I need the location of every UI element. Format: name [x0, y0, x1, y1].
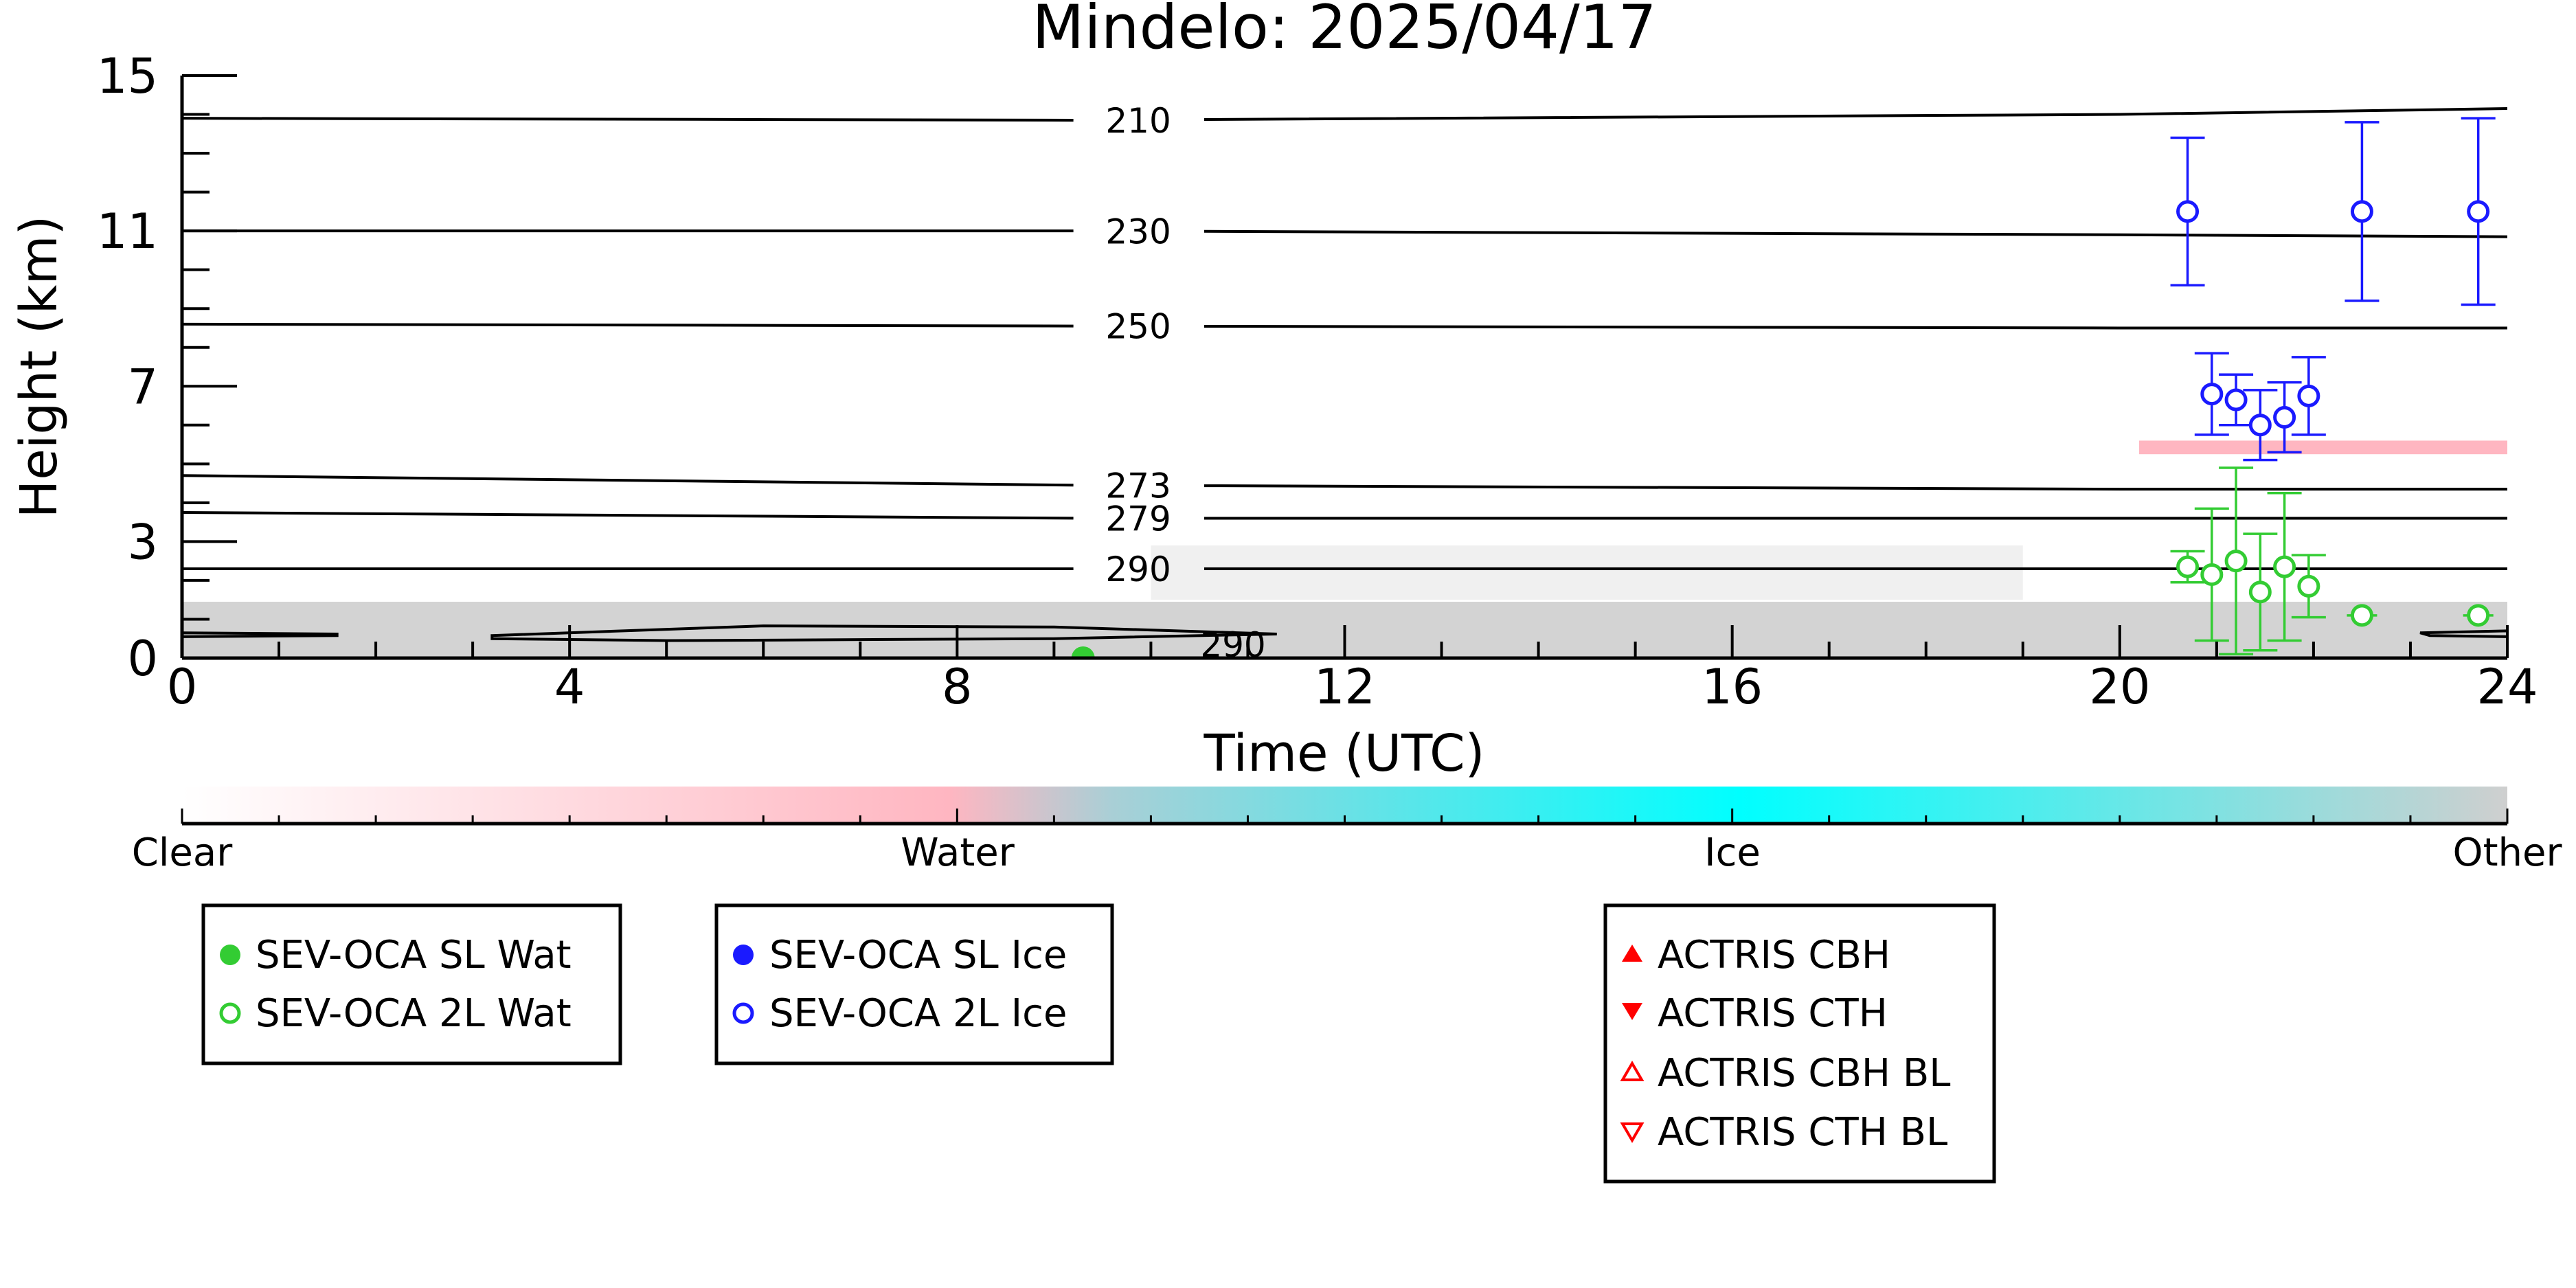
colorbar-label-other: Other [2452, 831, 2562, 875]
chart-title: Mindelo: 2025/04/17 [1032, 0, 1656, 63]
data-point [2248, 414, 2272, 437]
legend-ice-frame [714, 903, 1114, 1065]
y-tick-label: 15 [97, 48, 158, 104]
isotherm-line-279 [182, 511, 1074, 520]
data-point [2224, 388, 2248, 411]
classification-colorbar: Clear Water Ice Other [132, 787, 2562, 875]
isotherm-line-230 [1204, 229, 2507, 238]
colorbar-label-clear: Clear [132, 831, 233, 875]
y-tick-label: 3 [127, 514, 158, 570]
isotherm-label-250: 250 [1105, 307, 1171, 347]
isotherm-label-210: 210 [1105, 101, 1171, 141]
legend-water-frame [201, 903, 622, 1065]
legend-marker-sl-wat [220, 945, 240, 965]
mask-region-water [2139, 440, 2507, 455]
data-point [2273, 405, 2296, 429]
x-tick-label: 16 [1702, 659, 1763, 715]
data-point [2273, 555, 2296, 578]
colorbar-label-ice: Ice [1704, 831, 1761, 875]
isotherm-label-279: 279 [1105, 499, 1171, 539]
legend-label-cbh: ACTRIS CBH [1658, 933, 1890, 978]
x-tick-label: 8 [942, 659, 973, 715]
colorbar-label-water: Water [901, 831, 1015, 875]
isotherm-line-273 [1204, 484, 2507, 491]
x-tick-label: 12 [1314, 659, 1375, 715]
y-tick-label: 0 [127, 631, 158, 687]
x-tick-label: 4 [554, 659, 585, 715]
data-point [2248, 580, 2272, 604]
x-tick-label: 24 [2476, 659, 2538, 715]
x-axis-label: Time (UTC) [1203, 724, 1484, 783]
data-point [2350, 604, 2373, 627]
isotherm-line-273 [182, 474, 1074, 487]
legend-label-sl-ice: SEV-OCA SL Ice [769, 933, 1067, 978]
isotherm-label-290: 290 [1105, 550, 1171, 589]
legend-marker-cth [1622, 1003, 1642, 1020]
legend-label-2l-ice: SEV-OCA 2L Ice [769, 991, 1067, 1036]
y-tick-label: 7 [127, 359, 158, 415]
legend-label-cth: ACTRIS CTH [1658, 991, 1888, 1036]
isotherm-line-210 [1204, 107, 2507, 122]
colorbar-tick-layer [181, 809, 2509, 824]
y-tick-layer: 0 3 7 11 15 [97, 48, 237, 687]
isotherm-line-250 [1204, 324, 2507, 330]
y-tick-label: 11 [97, 203, 158, 260]
isotherm-line-210 [182, 117, 1074, 122]
legend-actris: ACTRIS CBH ACTRIS CTH ACTRIS CBH BL ACTR… [1603, 903, 1996, 1184]
isotherm-label-230: 230 [1105, 212, 1171, 251]
data-point [2200, 563, 2224, 586]
legend-label-2l-wat: SEV-OCA 2L Wat [256, 991, 572, 1036]
legend-marker-cth-bl [1620, 1122, 1645, 1143]
data-point [1071, 646, 1095, 658]
y-axis-label: Height (km) [10, 216, 69, 519]
isotherm-line-290-low [182, 631, 339, 638]
x-tick-label: 20 [2089, 659, 2150, 715]
legend-water: SEV-OCA SL Wat SEV-OCA 2L Wat [201, 903, 622, 1065]
isotherm-line-290-low [2419, 629, 2507, 638]
isotherm-label-273: 273 [1105, 466, 1171, 506]
data-point [2350, 200, 2373, 223]
isotherm-line-290-low [490, 624, 1277, 642]
series-layer [1067, 117, 2496, 658]
data-point [2224, 550, 2248, 573]
data-point [2297, 384, 2320, 407]
legend-marker-cbh-bl [1620, 1061, 1645, 1081]
data-point [2176, 200, 2200, 223]
legend-label-sl-wat: SEV-OCA SL Wat [256, 933, 572, 978]
isotherm-line-250 [182, 322, 1074, 328]
legend-ice: SEV-OCA SL Ice SEV-OCA 2L Ice [714, 903, 1114, 1065]
legend-marker-cbh [1622, 945, 1642, 962]
data-point [2467, 200, 2490, 223]
legend-label-cbh-bl: ACTRIS CBH BL [1658, 1051, 1950, 1096]
legend-marker-2l-wat [219, 1002, 241, 1024]
legend-marker-sl-ice [733, 945, 754, 965]
data-point [2200, 383, 2224, 406]
mask-region-other [1151, 545, 2023, 600]
x-tick-label: 0 [167, 659, 198, 715]
data-point [2467, 604, 2490, 627]
x-tick-layer: 0 4 8 12 16 20 24 [167, 625, 2538, 715]
legend-actris-frame [1603, 903, 1996, 1184]
data-point [2297, 574, 2320, 598]
legend-marker-2l-ice [732, 1002, 754, 1024]
isotherm-label-290-low: 290 [1200, 625, 1265, 665]
data-point [2176, 555, 2200, 578]
legend-label-cth-bl: ACTRIS CTH BL [1658, 1110, 1947, 1155]
